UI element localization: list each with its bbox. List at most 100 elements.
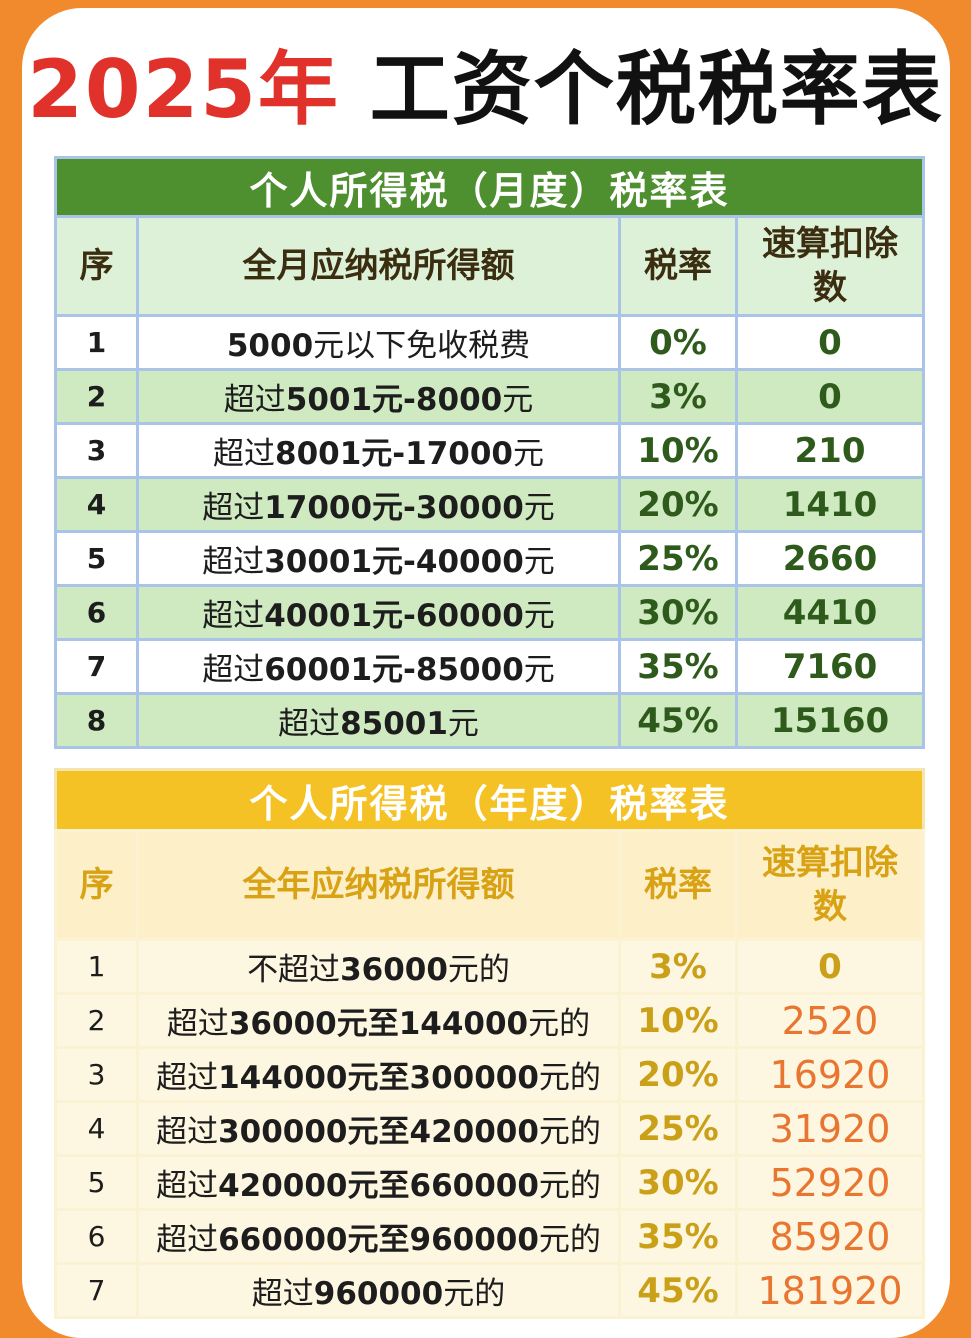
table-row: 5 超过30001元-40000元 25% 2660 [54,530,926,587]
row-income-range: 超过40001元-60000元 [136,584,621,641]
row-quick-deduction: 1410 [734,476,926,533]
row-tax-rate: 0% [618,314,738,371]
range-suffix: 元 [523,490,555,526]
range-suffix: 元 [513,436,544,472]
range-prefix: 超过 [156,1222,219,1258]
header-deduction: 速算扣除数 [734,215,926,317]
row-income-range: 超过36000元至144000元的 [136,992,621,1049]
row-tax-rate: 3% [618,368,738,425]
header-no: 序 [54,829,139,941]
yearly-tax-table: 个人所得税（年度）税率表 序 全年应纳税所得额 税率 速算扣除数 1 不超过360… [54,768,926,1319]
page-title: 2025年 工资个税税率表 [0,40,971,140]
range-prefix: 超过 [223,382,286,418]
title-year: 2025年 [27,43,340,136]
row-number: 5 [54,530,139,587]
row-number: 4 [54,476,139,533]
row-tax-rate: 30% [618,584,738,641]
row-number: 7 [54,638,139,695]
row-number: 6 [54,584,139,641]
range-prefix: 超过 [202,652,265,688]
row-number: 5 [54,1154,139,1211]
table-row: 1 不超过36000元的 3% 0 [54,938,926,995]
row-tax-rate: 35% [618,1208,738,1265]
table-row: 6 超过660000元至960000元的 35% 85920 [54,1208,926,1265]
row-income-range: 超过5001元-8000元 [136,368,621,425]
range-amount: 5000 [226,328,314,364]
range-amount: 420000元至660000 [218,1168,539,1204]
range-suffix: 元 [447,706,479,742]
range-amount: 85001 [340,706,448,742]
row-income-range: 超过17000元-30000元 [136,476,621,533]
monthly-table-caption: 个人所得税（月度）税率表 [55,157,924,218]
range-suffix: 元 [523,652,555,688]
range-amount: 144000元至300000 [218,1060,539,1096]
header-income: 全年应纳税所得额 [136,829,621,941]
title-text: 工资个税税率表 [369,43,944,136]
row-number: 8 [54,692,139,749]
range-amount: 17000元-30000 [264,490,524,526]
table-row: 3 超过8001元-17000元 10% 210 [54,422,926,479]
row-number: 2 [54,992,139,1049]
table-row: 5 超过420000元至660000元的 30% 52920 [54,1154,926,1211]
range-prefix: 超过 [278,706,341,742]
range-suffix: 元的 [538,1114,601,1150]
range-prefix: 超过 [166,1006,229,1042]
row-income-range: 超过30001元-40000元 [136,530,621,587]
row-tax-rate: 45% [618,692,738,749]
row-tax-rate: 20% [618,476,738,533]
range-prefix: 超过 [213,436,275,472]
yearly-table-caption: 个人所得税（年度）税率表 [55,769,924,831]
monthly-tax-table: 个人所得税（月度）税率表 序 全月应纳税所得额 税率 速算扣除数 1 5000元以… [54,156,926,749]
yearly-table-caption-row: 个人所得税（年度）税率表 [55,769,924,831]
range-prefix: 超过 [156,1168,219,1204]
range-prefix: 超过 [202,490,265,526]
range-suffix: 元以下免收税费 [313,328,531,364]
row-number: 1 [54,314,139,371]
range-prefix: 超过 [202,544,265,580]
table-row: 4 超过300000元至420000元的 25% 31920 [54,1100,926,1157]
table-row: 6 超过40001元-60000元 30% 4410 [54,584,926,641]
header-rate: 税率 [618,829,738,941]
row-tax-rate: 30% [618,1154,738,1211]
row-quick-deduction: 7160 [734,638,926,695]
row-quick-deduction: 31920 [734,1100,926,1157]
table-row: 2 超过36000元至144000元的 10% 2520 [54,992,926,1049]
row-tax-rate: 10% [618,422,738,479]
header-no: 序 [54,215,139,317]
row-number: 3 [54,1046,139,1103]
row-number: 3 [54,422,139,479]
range-prefix: 超过 [156,1060,219,1096]
row-tax-rate: 35% [618,638,738,695]
row-tax-rate: 25% [618,1100,738,1157]
range-suffix: 元的 [447,952,510,988]
row-number: 2 [54,368,139,425]
range-suffix: 元的 [528,1006,591,1042]
range-prefix: 超过 [156,1114,219,1150]
table-row: 1 5000元以下免收税费 0% 0 [54,314,926,371]
row-income-range: 超过960000元的 [136,1262,621,1319]
range-amount: 36000 [340,952,448,988]
range-suffix: 元 [523,544,555,580]
range-amount: 30001元-40000 [264,544,524,580]
row-number: 7 [54,1262,139,1319]
row-tax-rate: 45% [618,1262,738,1319]
row-quick-deduction: 181920 [734,1262,926,1319]
row-income-range: 超过420000元至660000元的 [136,1154,621,1211]
range-suffix: 元 [502,382,534,418]
range-amount: 40001元-60000 [264,598,524,634]
range-amount: 660000元至960000 [218,1222,539,1258]
range-prefix: 超过 [251,1276,314,1312]
range-prefix: 超过 [202,598,265,634]
yearly-table-header: 序 全年应纳税所得额 税率 速算扣除数 [54,829,926,941]
row-quick-deduction: 16920 [734,1046,926,1103]
range-suffix: 元的 [538,1222,601,1258]
monthly-table-caption-row: 个人所得税（月度）税率表 [55,157,924,218]
row-income-range: 超过660000元至960000元的 [136,1208,621,1265]
table-row: 2 超过5001元-8000元 3% 0 [54,368,926,425]
row-quick-deduction: 52920 [734,1154,926,1211]
row-quick-deduction: 2660 [734,530,926,587]
row-income-range: 超过300000元至420000元的 [136,1100,621,1157]
row-quick-deduction: 15160 [734,692,926,749]
range-suffix: 元的 [538,1060,601,1096]
table-row: 4 超过17000元-30000元 20% 1410 [54,476,926,533]
